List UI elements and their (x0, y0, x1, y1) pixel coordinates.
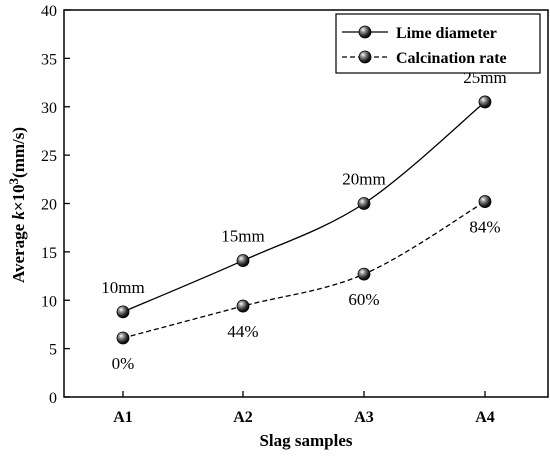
y-tick-label: 35 (41, 51, 57, 68)
data-label: 20mm (342, 170, 385, 189)
data-label: 44% (227, 322, 258, 341)
data-label: 60% (348, 290, 379, 309)
y-axis: 0 5 10 15 20 25 30 35 40 (41, 3, 70, 407)
y-tick-label: 30 (41, 100, 57, 117)
legend-label: Lime diameter (396, 25, 497, 42)
y-tick-label: 0 (49, 390, 57, 407)
legend-marker (358, 25, 372, 39)
legend: Lime diameter Calcination rate (335, 13, 541, 74)
series-line (122, 201, 486, 339)
series-2 (116, 195, 492, 345)
y-tick-label: 20 (41, 197, 57, 214)
y-tick-label: 15 (41, 245, 57, 262)
legend-marker (358, 50, 372, 64)
data-label: 0% (112, 354, 135, 373)
x-axis-label: Slag samples (259, 431, 352, 450)
data-point (357, 197, 371, 210)
y-tick-label: 10 (41, 293, 57, 310)
x-tick-label: A4 (475, 409, 495, 426)
y-tick-label: 25 (41, 148, 57, 165)
data-point (236, 299, 250, 313)
legend-box (335, 13, 541, 74)
data-point (357, 267, 371, 281)
data-label: 84% (469, 218, 500, 237)
x-tick-label: A3 (354, 409, 374, 426)
legend-label: Calcination rate (396, 50, 507, 67)
legend-entry: Calcination rate (342, 50, 507, 67)
y-axis-label: Average k×103(mm/s) (6, 127, 28, 283)
x-axis: A1 A2 A3 A4 (113, 391, 495, 426)
x-tick-label: A2 (233, 409, 253, 426)
legend-entry: Lime diameter (342, 25, 497, 42)
x-tick-label: A1 (113, 409, 133, 426)
data-point (478, 95, 492, 109)
data-label: 15mm (221, 227, 264, 246)
y-tick-label: 5 (49, 342, 57, 359)
data-point (116, 331, 130, 345)
y-tick-label: 40 (41, 3, 57, 20)
series-layer (116, 95, 492, 345)
data-label: 10mm (101, 278, 144, 297)
data-point (236, 254, 250, 267)
series-line (122, 101, 486, 313)
series-1 (116, 95, 492, 319)
data-point (478, 195, 492, 208)
data-point (116, 305, 130, 319)
